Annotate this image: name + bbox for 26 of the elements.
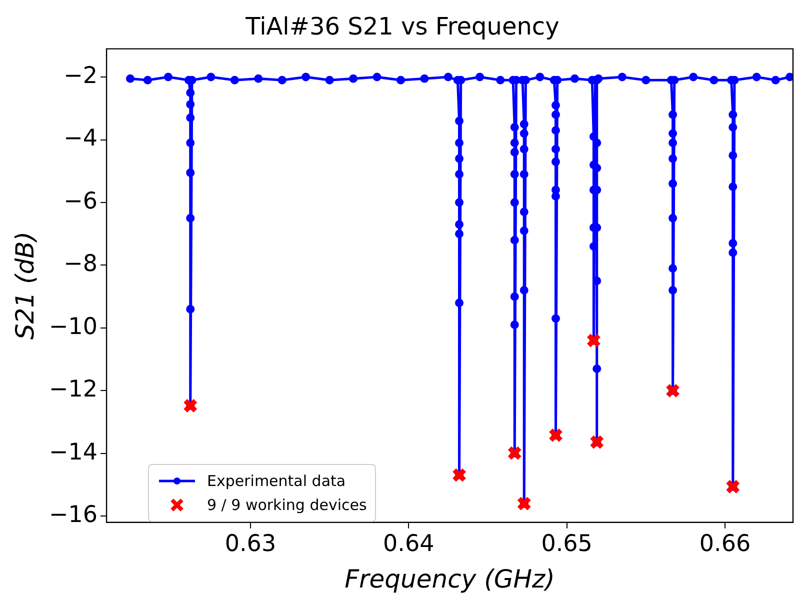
x-axis-title: Frequency (GHz) bbox=[344, 564, 555, 594]
x-tick-label: 0.64 bbox=[383, 531, 434, 558]
legend-label: 9 / 9 working devices bbox=[207, 496, 367, 514]
y-tick-label: −4 bbox=[64, 126, 98, 152]
point bbox=[182, 398, 198, 414]
y-axis-title: S21 (dB) bbox=[10, 232, 40, 340]
point bbox=[516, 496, 532, 512]
chart-title: TiAl#36 S21 vs Frequency bbox=[244, 12, 560, 41]
legend-label: Experimental data bbox=[207, 472, 346, 490]
x-tick-label: 0.66 bbox=[699, 531, 751, 558]
point bbox=[665, 383, 680, 398]
point bbox=[452, 468, 467, 482]
y-tick-label: −2 bbox=[64, 62, 98, 89]
y-tick-label: −14 bbox=[48, 439, 98, 466]
point bbox=[725, 479, 740, 494]
point bbox=[586, 333, 602, 348]
point bbox=[548, 428, 564, 443]
x-tick-label: 0.65 bbox=[541, 531, 592, 558]
y-tick-label: −10 bbox=[48, 314, 98, 340]
y-tick-label: −12 bbox=[48, 376, 98, 403]
point bbox=[507, 446, 522, 461]
y-tick-label: −8 bbox=[64, 251, 98, 278]
x-tick-label: 0.63 bbox=[224, 531, 276, 558]
y-tick-label: −16 bbox=[48, 502, 98, 528]
y-tick-label: −6 bbox=[64, 188, 98, 214]
point bbox=[589, 434, 604, 450]
